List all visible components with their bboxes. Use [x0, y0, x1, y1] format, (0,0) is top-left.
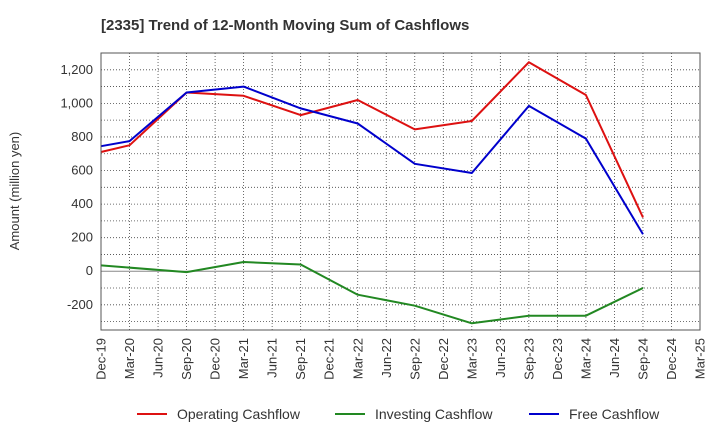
x-tick-label: Dec-24 — [664, 338, 679, 380]
y-axis-label: Amount (million yen) — [7, 132, 22, 251]
legend-label: Operating Cashflow — [177, 406, 301, 422]
x-tick-label: Dec-23 — [550, 338, 565, 380]
x-tick-label: Sep-23 — [521, 338, 536, 380]
x-tick-label: Mar-21 — [236, 338, 251, 379]
series-lines — [100, 61, 644, 325]
y-tick-label: 0 — [86, 263, 93, 278]
series-line-investing-cashflow — [100, 261, 644, 325]
grid — [101, 52, 700, 330]
x-tick-label: Mar-23 — [464, 338, 479, 379]
x-tick-label: Dec-21 — [322, 338, 337, 380]
chart-title: [2335] Trend of 12-Month Moving Sum of C… — [101, 17, 469, 34]
y-tick-label: 600 — [71, 163, 93, 178]
series-line-free-cashflow — [100, 85, 644, 235]
series-line-operating-cashflow — [100, 61, 644, 218]
y-tick-label: 200 — [71, 230, 93, 245]
plot-frame — [100, 52, 701, 331]
x-tick-label: Dec-20 — [208, 338, 223, 380]
y-tick-label: 800 — [71, 129, 93, 144]
x-tick-label: Mar-25 — [693, 338, 708, 379]
x-tick-label: Mar-20 — [122, 338, 137, 379]
y-tick-label: -200 — [67, 297, 93, 312]
y-tick-label: 1,200 — [60, 62, 93, 77]
x-tick-label: Jun-23 — [493, 338, 508, 378]
x-tick-label: Sep-21 — [293, 338, 308, 380]
legend: Operating Cashflow Investing Cashflow Free… — [137, 406, 660, 422]
y-tick-labels: -200 0 200 400 600 800 1,000 1,200 — [60, 62, 93, 312]
x-tick-labels: Dec-19 Mar-20 Jun-20 Sep-20 Dec-20 Mar-21 Jun-… — [94, 338, 708, 380]
x-tick-label: Jun-24 — [607, 338, 622, 378]
legend-label: Free Cashflow — [569, 406, 660, 422]
x-tick-label: Sep-22 — [407, 338, 422, 380]
x-tick-label: Jun-21 — [265, 338, 280, 378]
x-tick-label: Jun-20 — [151, 338, 166, 378]
y-tick-label: 400 — [71, 196, 93, 211]
x-tick-label: Mar-24 — [578, 338, 593, 379]
legend-label: Investing Cashflow — [375, 406, 493, 422]
x-tick-label: Sep-20 — [179, 338, 194, 380]
x-tick-label: Jun-22 — [379, 338, 394, 378]
x-tick-label: Dec-22 — [436, 338, 451, 380]
y-tick-label: 1,000 — [60, 95, 93, 110]
x-tick-label: Mar-22 — [350, 338, 365, 379]
x-tick-label: Sep-24 — [636, 338, 651, 380]
x-tick-label: Dec-19 — [94, 338, 109, 380]
